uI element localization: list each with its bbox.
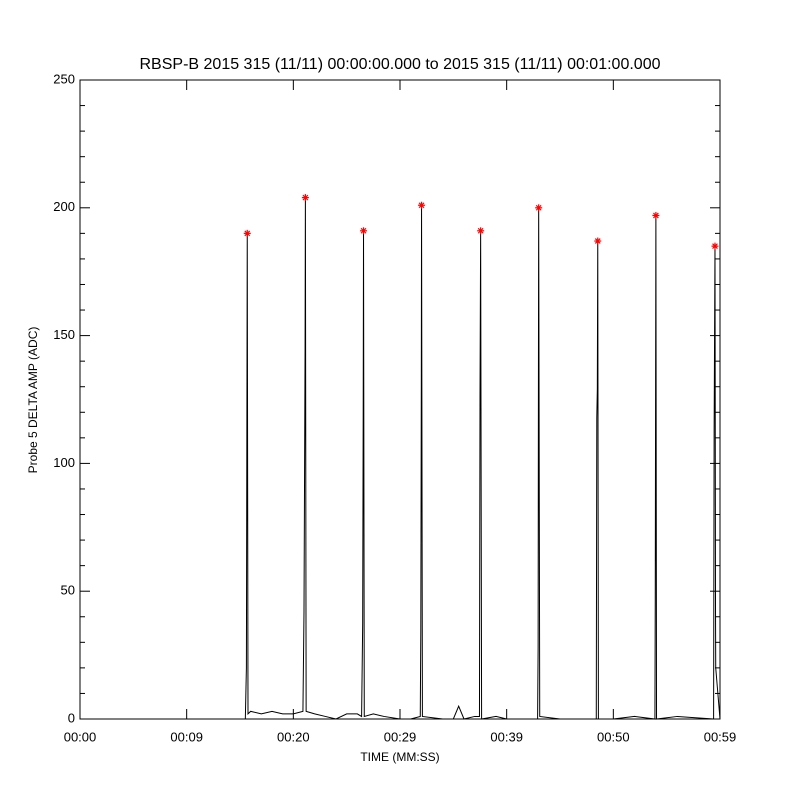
chart-title: RBSP-B 2015 315 (11/11) 00:00:00.000 to … xyxy=(140,56,661,73)
marker-stroke xyxy=(244,230,251,237)
x-tick-label: 00:50 xyxy=(597,729,630,744)
y-tick-label: 250 xyxy=(53,71,75,86)
y-tick-label: 200 xyxy=(53,199,75,214)
y-tick-label: 150 xyxy=(53,327,75,342)
data-line xyxy=(80,197,721,720)
marker-stroke xyxy=(418,202,425,209)
marker-stroke xyxy=(535,204,542,211)
peak-marker xyxy=(594,237,602,245)
y-axis-label: Probe 5 DELTA AMP (ADC) xyxy=(26,327,40,474)
peak-marker xyxy=(535,204,543,212)
x-axis-label: TIME (MM:SS) xyxy=(360,750,439,764)
x-tick-label: 00:59 xyxy=(704,729,737,744)
marker-stroke xyxy=(477,227,484,234)
x-tick-label: 00:09 xyxy=(170,729,203,744)
marker-stroke xyxy=(712,243,718,250)
x-tick-label: 00:39 xyxy=(490,729,523,744)
marker-stroke xyxy=(360,227,367,234)
marker-stroke xyxy=(653,212,659,219)
peak-marker xyxy=(711,242,719,250)
x-tick-label: 00:00 xyxy=(64,729,97,744)
y-tick-label: 50 xyxy=(61,583,75,598)
y-tick-label: 100 xyxy=(53,455,75,470)
peak-marker xyxy=(243,229,251,237)
x-tick-label: 00:29 xyxy=(384,729,417,744)
peak-marker xyxy=(301,194,309,202)
y-tick-label: 0 xyxy=(68,710,75,725)
peak-marker xyxy=(652,211,660,219)
peak-marker xyxy=(360,227,368,235)
peak-marker xyxy=(477,227,485,235)
peak-marker xyxy=(418,201,426,209)
marker-stroke xyxy=(302,194,309,201)
x-tick-label: 00:20 xyxy=(277,729,310,744)
marker-stroke xyxy=(594,238,601,244)
